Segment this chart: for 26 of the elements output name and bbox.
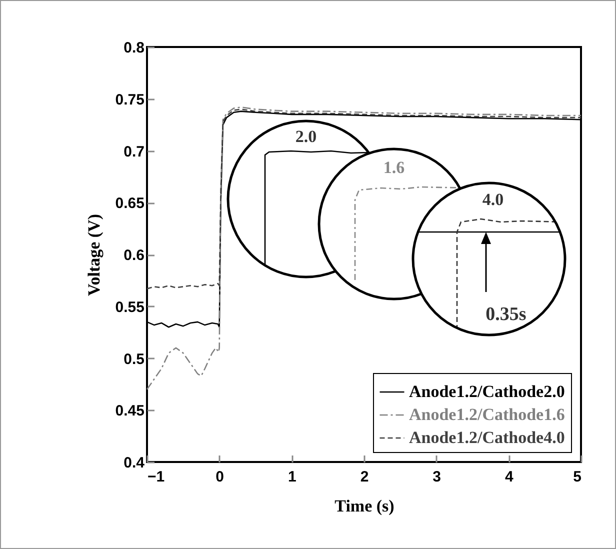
- y-tick-label: 0.6: [124, 247, 144, 264]
- x-tick-label: 2: [360, 468, 369, 486]
- y-tick-label: 0.45: [115, 402, 144, 420]
- y-tick-label: 0.55: [115, 298, 144, 316]
- x-axis-title: Time (s): [334, 496, 394, 516]
- annotation: 4.0: [482, 190, 504, 209]
- annotation: 1.6: [383, 158, 405, 177]
- y-tick-label: 0.5: [124, 350, 144, 368]
- y-tick-label: 0.75: [115, 91, 144, 108]
- y-tick-label: 0.65: [115, 195, 144, 212]
- legend-label: Anode1.2/Cathode2.0: [409, 382, 565, 401]
- x-tick-label: 5: [573, 468, 582, 486]
- x-tick-label: 3: [432, 468, 442, 486]
- legend-label: Anode1.2/Cathode1.6: [409, 405, 565, 424]
- legend-label: Anode1.2/Cathode4.0: [409, 428, 565, 447]
- x-tick-label: −1: [148, 468, 165, 486]
- annotation: 0.35s: [486, 304, 526, 325]
- y-tick-label: 0.7: [124, 143, 144, 160]
- y-axis-title: Voltage (V): [84, 214, 104, 296]
- x-tick-label: 4: [504, 468, 514, 486]
- line-series: [146, 108, 582, 290]
- x-tick-label: 0: [216, 468, 224, 486]
- y-tick-label: 0.4: [124, 454, 146, 472]
- x-tick-label: 1: [288, 468, 296, 486]
- annotation: 2.0: [295, 127, 317, 146]
- y-tick-label: 0.8: [124, 40, 144, 56]
